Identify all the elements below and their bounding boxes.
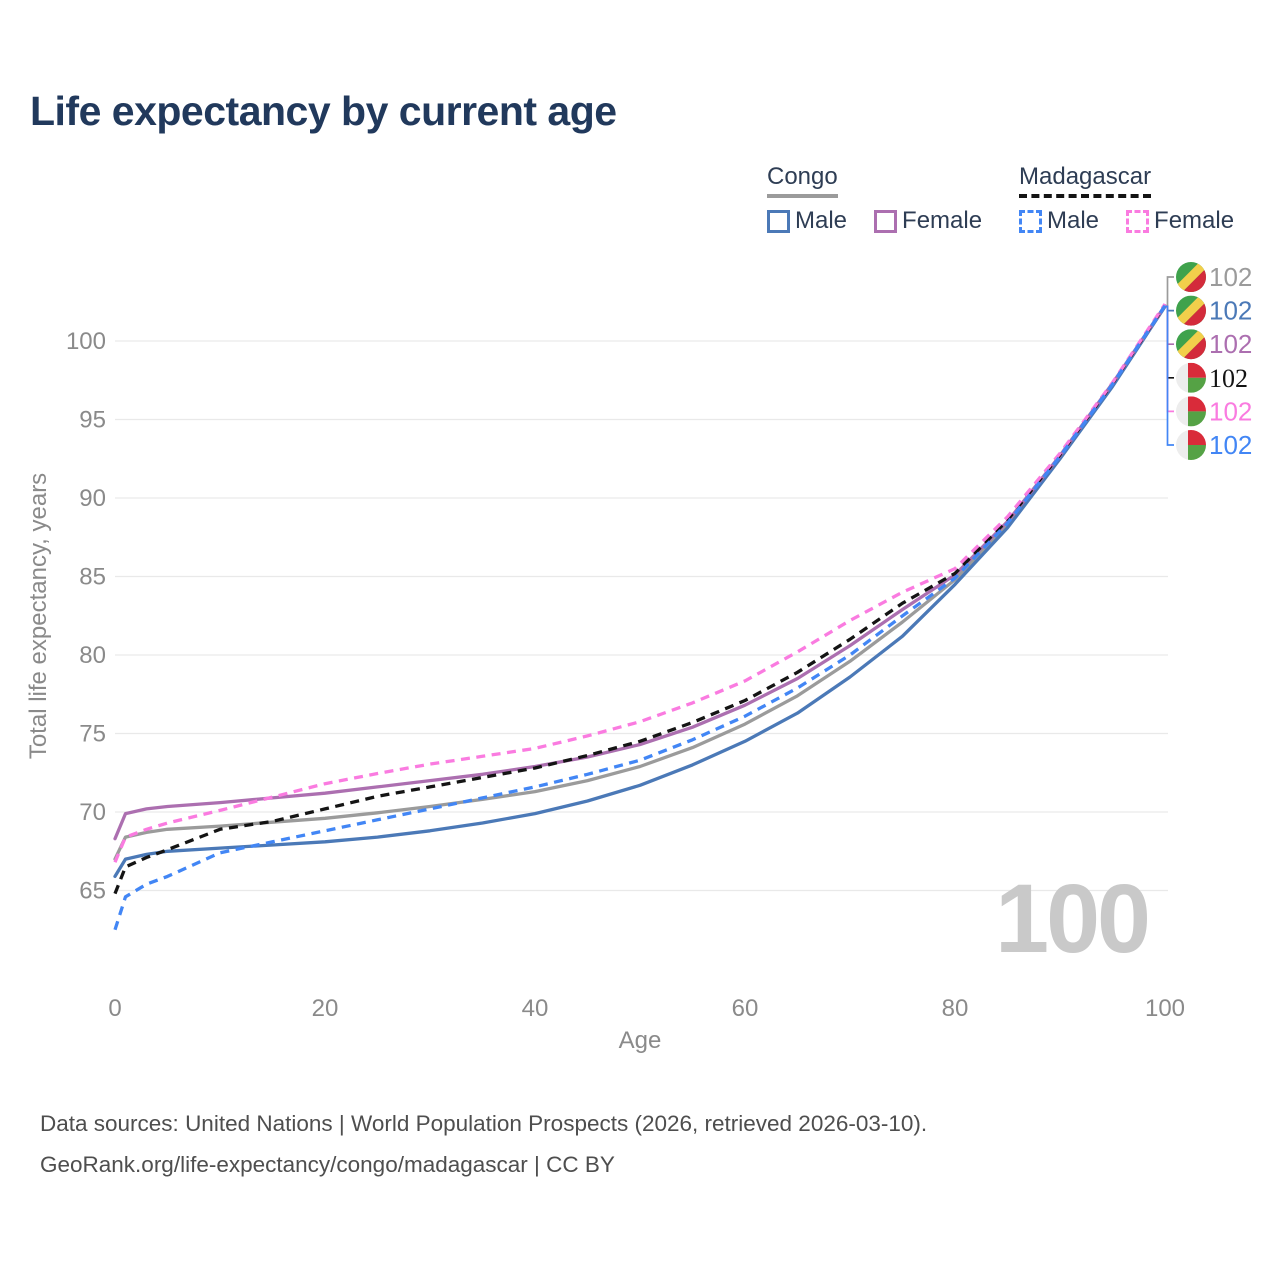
x-tick-0: 0 bbox=[108, 995, 121, 1022]
series-line-congo-male[interactable] bbox=[113, 304, 1167, 879]
y-tick-75: 75 bbox=[79, 721, 106, 748]
x-tick-60: 60 bbox=[732, 995, 759, 1022]
chart-watermark: 100 bbox=[995, 864, 1148, 973]
series-line-congo-female[interactable] bbox=[113, 304, 1167, 841]
madagascar-female-swatch bbox=[1126, 209, 1150, 233]
page-title: Life expectancy by current age bbox=[30, 88, 617, 134]
congo-flag-icon bbox=[1176, 295, 1206, 326]
x-tick-80: 80 bbox=[942, 995, 969, 1022]
legend-label-congo-female: Female bbox=[902, 207, 983, 234]
series-line-madagascar-male[interactable] bbox=[113, 304, 1167, 931]
legend-label-madagascar-female: Female bbox=[1154, 207, 1235, 234]
x-tick-100: 100 bbox=[1145, 995, 1185, 1022]
y-axis-tick-labels: 100 95 90 85 80 75 70 65 bbox=[66, 328, 106, 905]
y-axis-title: Total life expectancy, years bbox=[25, 473, 52, 759]
footer-line-attribution[interactable]: GeoRank.org/life-expectancy/congo/madaga… bbox=[40, 1151, 615, 1177]
madagascar-flag-icon bbox=[1176, 396, 1206, 427]
congo-flag-icon bbox=[1176, 262, 1206, 292]
end-label-congo-both: 102 bbox=[1209, 262, 1252, 292]
leader-line-congo-female bbox=[1164, 305, 1174, 346]
leader-line-madagascar-both bbox=[1164, 305, 1174, 379]
x-axis-title: Age bbox=[619, 1027, 662, 1054]
x-tick-20: 20 bbox=[312, 995, 339, 1022]
legend-item-congo-male[interactable]: Male bbox=[767, 207, 847, 235]
series-lines bbox=[113, 303, 1167, 931]
y-tick-80: 80 bbox=[79, 642, 106, 669]
y-tick-85: 85 bbox=[79, 564, 106, 591]
end-label-madagascar-female: 102 bbox=[1209, 396, 1252, 426]
y-tick-100: 100 bbox=[66, 328, 106, 355]
series-line-madagascar-both[interactable] bbox=[113, 303, 1167, 895]
x-tick-40: 40 bbox=[522, 995, 549, 1022]
madagascar-flag-icon bbox=[1176, 430, 1206, 460]
madagascar-male-swatch bbox=[1019, 209, 1042, 233]
legend-label-madagascar-male: Male bbox=[1047, 207, 1100, 234]
y-tick-65: 65 bbox=[79, 878, 106, 905]
end-label-congo-male: 102 bbox=[1209, 296, 1252, 326]
congo-female-swatch bbox=[874, 209, 898, 233]
y-tick-95: 95 bbox=[79, 407, 106, 434]
data-source-footer: Data sources: United Nations | World Pop… bbox=[40, 1104, 1200, 1185]
y-tick-90: 90 bbox=[79, 485, 106, 512]
end-label-congo-female: 102 bbox=[1209, 329, 1252, 359]
end-label-madagascar-male: 102 bbox=[1209, 430, 1252, 460]
legend-items-madagascar: Male Female bbox=[1019, 207, 1234, 235]
leader-line-madagascar-male bbox=[1164, 305, 1174, 446]
congo-flag-icon bbox=[1176, 329, 1206, 360]
series-line-madagascar-female[interactable] bbox=[113, 303, 1167, 863]
series-line-congo-both[interactable] bbox=[113, 304, 1167, 861]
leader-line-congo-both bbox=[1164, 276, 1174, 308]
legend-items-congo: Male Female bbox=[767, 207, 982, 235]
legend-item-congo-female[interactable]: Female bbox=[874, 207, 982, 235]
leader-line-madagascar-female bbox=[1164, 305, 1174, 413]
congo-male-swatch bbox=[767, 209, 790, 233]
x-axis-tick-labels: 0 20 40 60 80 100 bbox=[108, 995, 1185, 1022]
gridlines bbox=[115, 340, 1168, 892]
y-tick-70: 70 bbox=[79, 799, 106, 826]
legend-item-madagascar-male[interactable]: Male bbox=[1019, 207, 1099, 235]
legend-item-madagascar-female[interactable]: Female bbox=[1126, 207, 1234, 235]
footer-line-sources: Data sources: United Nations | World Pop… bbox=[40, 1111, 928, 1136]
legend-label-congo-male: Male bbox=[795, 207, 848, 234]
end-label-madagascar-both: 102 bbox=[1209, 364, 1248, 393]
madagascar-flag-icon bbox=[1176, 362, 1206, 393]
